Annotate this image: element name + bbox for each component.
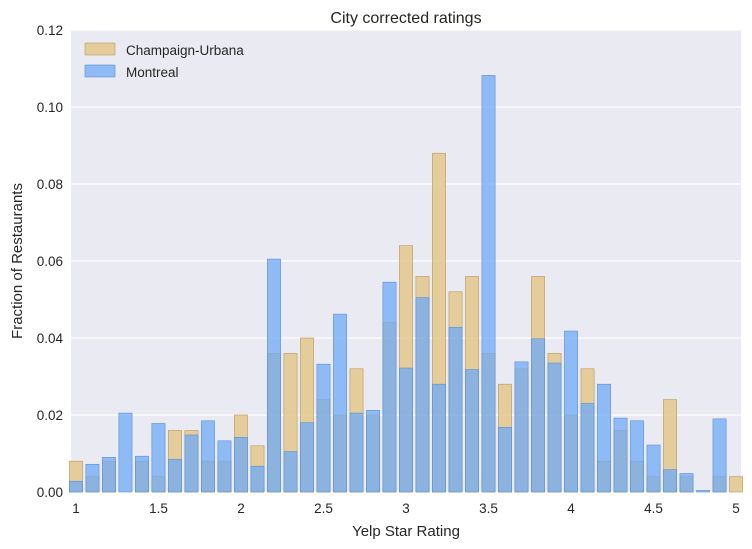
bar [69, 480, 83, 493]
y-axis-title: Fraction of Restaurants [9, 183, 26, 339]
x-tick-label: 5 [732, 501, 740, 516]
bar [118, 412, 133, 493]
y-tick-label: 0.10 [37, 100, 63, 115]
legend-swatch-champaign-urbana [84, 42, 116, 56]
legend-swatch-montreal [84, 64, 116, 78]
legend-label-montreal: Montreal [126, 65, 179, 80]
bar [498, 427, 512, 493]
y-tick-label: 0.12 [37, 23, 63, 38]
bar [679, 473, 694, 493]
bar [283, 451, 298, 493]
x-tick-label: 3.5 [479, 501, 498, 516]
x-tick-label: 4.5 [644, 501, 663, 516]
x-tick-label: 1 [72, 501, 80, 516]
y-tick-label: 0.04 [37, 331, 64, 346]
y-tick-label: 0.06 [37, 254, 63, 269]
chart-title: City corrected ratings [330, 10, 481, 27]
bar [646, 444, 661, 493]
bar [250, 465, 265, 493]
bar [102, 457, 116, 493]
bar [349, 412, 364, 493]
bar [135, 455, 149, 493]
bar [151, 423, 166, 493]
bar [729, 476, 743, 493]
bar [547, 362, 562, 493]
bar [432, 383, 446, 493]
legend: Champaign-Urbana Montreal [84, 42, 244, 80]
bar [85, 463, 100, 493]
x-tick-label: 2 [237, 501, 245, 516]
x-tick-label: 2.5 [314, 501, 333, 516]
legend-label-champaign-urbana: Champaign-Urbana [126, 43, 244, 58]
bar [531, 338, 545, 493]
bar [448, 326, 463, 493]
x-axis-title: Yelp Star Rating [352, 523, 460, 540]
bar [234, 437, 248, 493]
bar [514, 361, 529, 493]
y-tick-labels: 0.00 0.02 0.04 0.06 0.08 0.10 0.12 [37, 23, 64, 500]
y-tick-label: 0.08 [37, 177, 63, 192]
bar [712, 418, 727, 493]
bar [333, 313, 347, 493]
bar [382, 281, 397, 493]
bars [69, 75, 743, 493]
series-montreal [69, 75, 727, 493]
bar [399, 367, 413, 493]
bar [630, 420, 644, 493]
x-tick-label: 4 [567, 501, 575, 516]
x-tick-label: 3 [402, 501, 410, 516]
bar [201, 420, 215, 493]
bar [613, 417, 628, 493]
x-tick-label: 1.5 [149, 501, 168, 516]
bar [168, 458, 182, 493]
bar [267, 258, 281, 493]
bar [300, 422, 314, 493]
bar [580, 403, 595, 493]
bar [184, 434, 199, 493]
bar [696, 490, 710, 493]
x-tick-labels: 1 1.5 2 2.5 3 3.5 4 4.5 5 [72, 501, 740, 516]
bar [316, 363, 331, 493]
y-tick-label: 0.02 [37, 408, 63, 423]
y-tick-label: 0.00 [37, 485, 63, 500]
bar [465, 369, 479, 493]
bar [415, 297, 430, 493]
bar [663, 469, 677, 493]
bar [366, 410, 380, 493]
bar [564, 330, 578, 493]
bar [217, 440, 232, 493]
bar [597, 383, 611, 493]
bar [481, 75, 496, 493]
